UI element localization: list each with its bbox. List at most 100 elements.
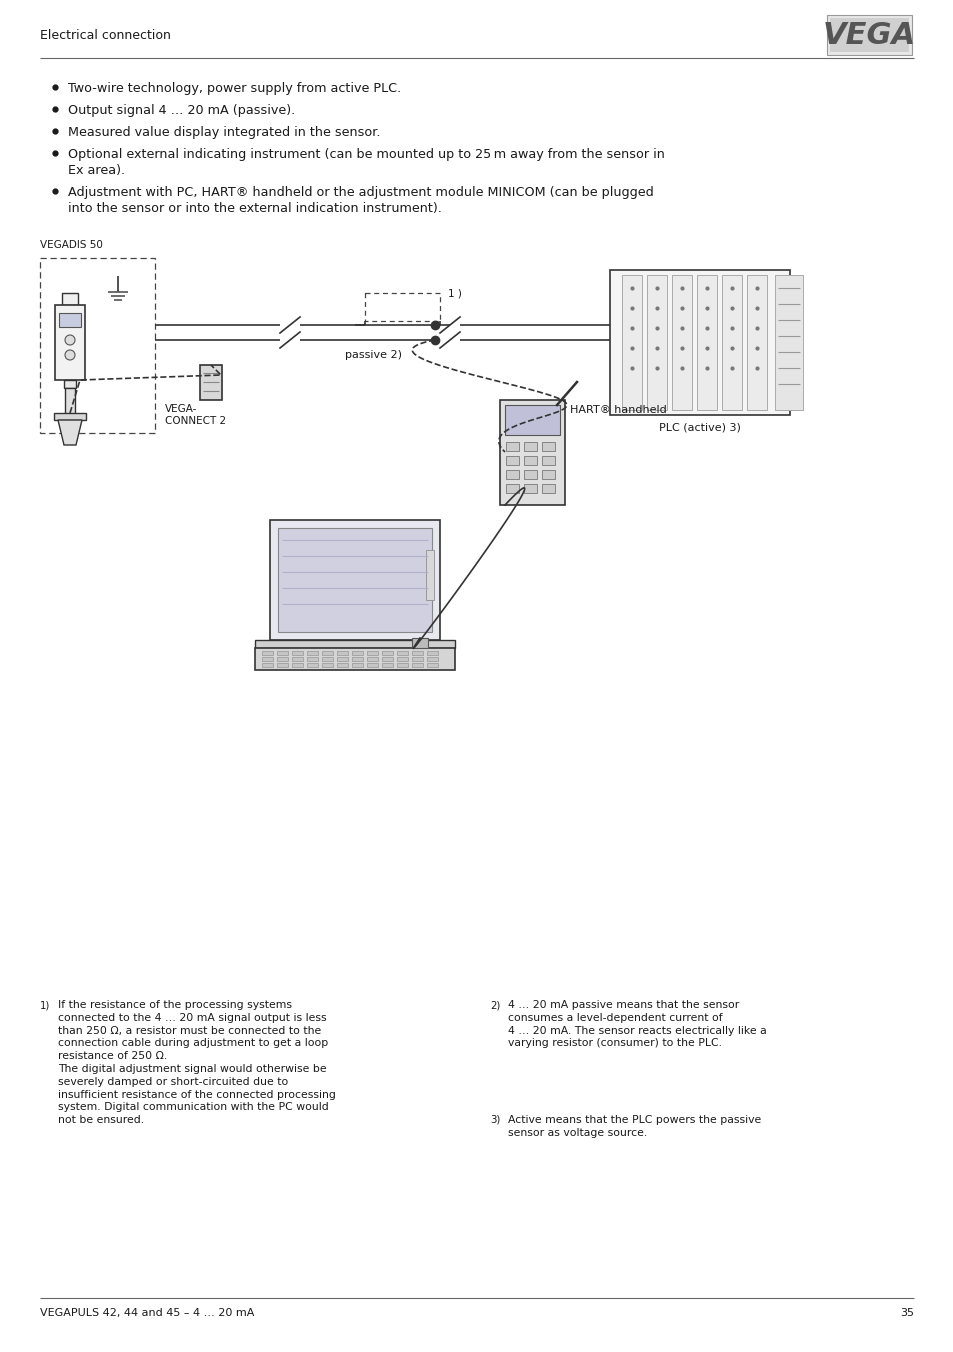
Text: 1): 1): [40, 1000, 51, 1010]
Text: Electrical connection: Electrical connection: [40, 28, 171, 42]
Bar: [412, 652, 422, 654]
Bar: [65, 388, 75, 418]
Bar: [541, 470, 555, 479]
Bar: [523, 470, 537, 479]
Bar: [505, 456, 518, 465]
Bar: [621, 274, 641, 410]
Bar: [381, 662, 393, 667]
Bar: [352, 662, 363, 667]
Text: 2): 2): [490, 1000, 500, 1010]
Circle shape: [65, 350, 75, 360]
Text: PLC (active) 3): PLC (active) 3): [659, 423, 740, 433]
Bar: [336, 657, 348, 661]
Bar: [826, 15, 911, 55]
Bar: [352, 657, 363, 661]
Bar: [307, 652, 317, 654]
Bar: [426, 550, 434, 600]
Bar: [352, 652, 363, 654]
Bar: [412, 657, 422, 661]
Bar: [54, 412, 86, 420]
Bar: [292, 657, 303, 661]
Bar: [523, 456, 537, 465]
Text: VEGAPULS 42, 44 and 45 – 4 … 20 mA: VEGAPULS 42, 44 and 45 – 4 … 20 mA: [40, 1307, 254, 1318]
Bar: [55, 306, 85, 380]
Bar: [523, 484, 537, 493]
Bar: [381, 652, 393, 654]
Bar: [505, 484, 518, 493]
Bar: [62, 293, 78, 306]
Bar: [541, 484, 555, 493]
Bar: [499, 400, 564, 506]
Bar: [505, 470, 518, 479]
Bar: [541, 442, 555, 452]
Bar: [829, 18, 908, 51]
Bar: [322, 657, 333, 661]
Text: 1 ): 1 ): [448, 289, 461, 299]
Bar: [307, 662, 317, 667]
Bar: [746, 274, 766, 410]
Bar: [396, 657, 408, 661]
Bar: [609, 270, 789, 415]
Bar: [505, 442, 518, 452]
Text: into the sensor or into the external indication instrument).: into the sensor or into the external ind…: [68, 201, 441, 215]
Bar: [40, 258, 154, 433]
Text: If the resistance of the processing systems
connected to the 4 … 20 mA signal ou: If the resistance of the processing syst…: [58, 1000, 335, 1125]
Bar: [276, 662, 288, 667]
Text: 35: 35: [899, 1307, 913, 1318]
Bar: [276, 657, 288, 661]
Bar: [396, 662, 408, 667]
Bar: [200, 365, 222, 400]
Bar: [774, 274, 802, 410]
Text: Two-wire technology, power supply from active PLC.: Two-wire technology, power supply from a…: [68, 82, 401, 95]
Text: Measured value display integrated in the sensor.: Measured value display integrated in the…: [68, 126, 380, 139]
Bar: [396, 652, 408, 654]
Text: VEGA: VEGA: [822, 22, 915, 50]
Text: passive 2): passive 2): [345, 350, 401, 360]
Bar: [721, 274, 741, 410]
Bar: [262, 652, 273, 654]
Text: VEGA-
CONNECT 2: VEGA- CONNECT 2: [165, 404, 226, 426]
Bar: [541, 456, 555, 465]
Bar: [254, 648, 455, 671]
Text: Output signal 4 … 20 mA (passive).: Output signal 4 … 20 mA (passive).: [68, 104, 294, 118]
Bar: [504, 406, 559, 435]
Bar: [697, 274, 717, 410]
Bar: [292, 652, 303, 654]
Text: Ex area).: Ex area).: [68, 164, 125, 177]
Bar: [336, 662, 348, 667]
Text: 3): 3): [490, 1115, 500, 1125]
Text: VEGADIS 50: VEGADIS 50: [40, 241, 103, 250]
Bar: [336, 652, 348, 654]
Bar: [367, 662, 377, 667]
Circle shape: [65, 335, 75, 345]
Bar: [412, 638, 428, 648]
Text: Active means that the PLC powers the passive
sensor as voltage source.: Active means that the PLC powers the pas…: [507, 1115, 760, 1138]
Bar: [262, 657, 273, 661]
Text: HART® handheld: HART® handheld: [569, 406, 666, 415]
Bar: [646, 274, 666, 410]
Bar: [292, 662, 303, 667]
Text: 4 … 20 mA passive means that the sensor
consumes a level-dependent current of
4 : 4 … 20 mA passive means that the sensor …: [507, 1000, 766, 1048]
Text: Adjustment with PC, HART® handheld or the adjustment module MINICOM (can be plug: Adjustment with PC, HART® handheld or th…: [68, 187, 653, 199]
Bar: [523, 442, 537, 452]
Polygon shape: [58, 420, 82, 445]
Bar: [277, 529, 432, 631]
Bar: [671, 274, 691, 410]
Bar: [322, 662, 333, 667]
Bar: [412, 662, 422, 667]
Bar: [427, 662, 437, 667]
Bar: [254, 639, 455, 648]
Bar: [367, 657, 377, 661]
Bar: [59, 314, 81, 327]
Bar: [365, 293, 439, 320]
Bar: [427, 657, 437, 661]
Bar: [367, 652, 377, 654]
Bar: [381, 657, 393, 661]
Bar: [276, 652, 288, 654]
Bar: [270, 521, 439, 639]
Bar: [307, 657, 317, 661]
Bar: [322, 652, 333, 654]
Bar: [262, 662, 273, 667]
Text: Optional external indicating instrument (can be mounted up to 25 m away from the: Optional external indicating instrument …: [68, 147, 664, 161]
Bar: [427, 652, 437, 654]
